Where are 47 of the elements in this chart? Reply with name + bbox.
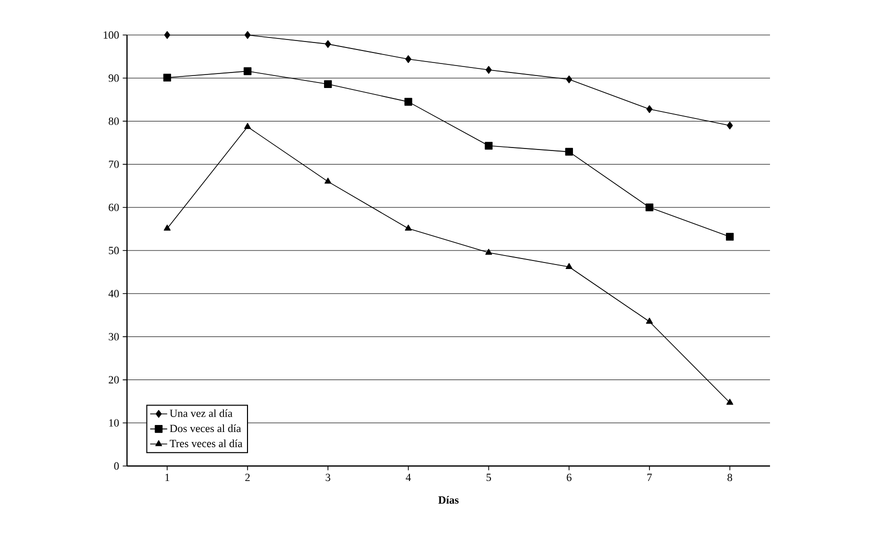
y-tick-label: 100 bbox=[104, 31, 119, 39]
x-axis-title: Días bbox=[438, 496, 459, 504]
point bbox=[565, 148, 573, 156]
y-tick-label: 50 bbox=[108, 246, 119, 254]
x-tick-label: 6 bbox=[566, 474, 572, 482]
legend-label: Dos veces al día bbox=[170, 424, 241, 432]
point bbox=[324, 80, 332, 88]
point bbox=[646, 105, 652, 114]
x-tick-label: 1 bbox=[165, 474, 170, 482]
point bbox=[484, 142, 493, 150]
point bbox=[726, 398, 734, 405]
point bbox=[646, 204, 654, 212]
point bbox=[404, 98, 412, 106]
x-tick-label: 2 bbox=[245, 474, 250, 482]
point bbox=[726, 232, 734, 241]
point bbox=[404, 224, 412, 231]
legend-label: Tres veces al día bbox=[170, 439, 242, 448]
point bbox=[164, 31, 170, 39]
point bbox=[486, 66, 492, 74]
point bbox=[405, 55, 412, 64]
point bbox=[566, 76, 572, 84]
y-tick-label: 40 bbox=[108, 290, 119, 298]
point bbox=[244, 67, 252, 76]
x-tick-label: 4 bbox=[406, 474, 411, 481]
y-tick-label: 70 bbox=[108, 160, 119, 168]
y-tick-label: 20 bbox=[108, 376, 119, 384]
x-tick-label: 5 bbox=[486, 474, 491, 482]
point bbox=[566, 262, 572, 270]
point bbox=[244, 122, 251, 129]
point bbox=[324, 178, 332, 184]
y-tick-label: 60 bbox=[108, 204, 119, 212]
y-tick-label: 30 bbox=[108, 333, 119, 340]
point bbox=[485, 248, 492, 255]
point bbox=[163, 74, 172, 82]
y-tick-label: 10 bbox=[109, 419, 119, 427]
y-tick-label: 90 bbox=[108, 74, 119, 82]
point bbox=[244, 31, 251, 39]
legend-label: Una vez al día bbox=[170, 409, 232, 418]
point bbox=[324, 40, 331, 48]
x-tick-label: 8 bbox=[728, 474, 732, 482]
y-tick-label: 80 bbox=[108, 118, 119, 125]
x-tick-label: 7 bbox=[647, 474, 652, 481]
point bbox=[164, 224, 171, 231]
point bbox=[726, 122, 733, 130]
point bbox=[646, 318, 653, 324]
y-tick-label: 0 bbox=[114, 462, 119, 470]
x-tick-label: 3 bbox=[326, 474, 330, 482]
